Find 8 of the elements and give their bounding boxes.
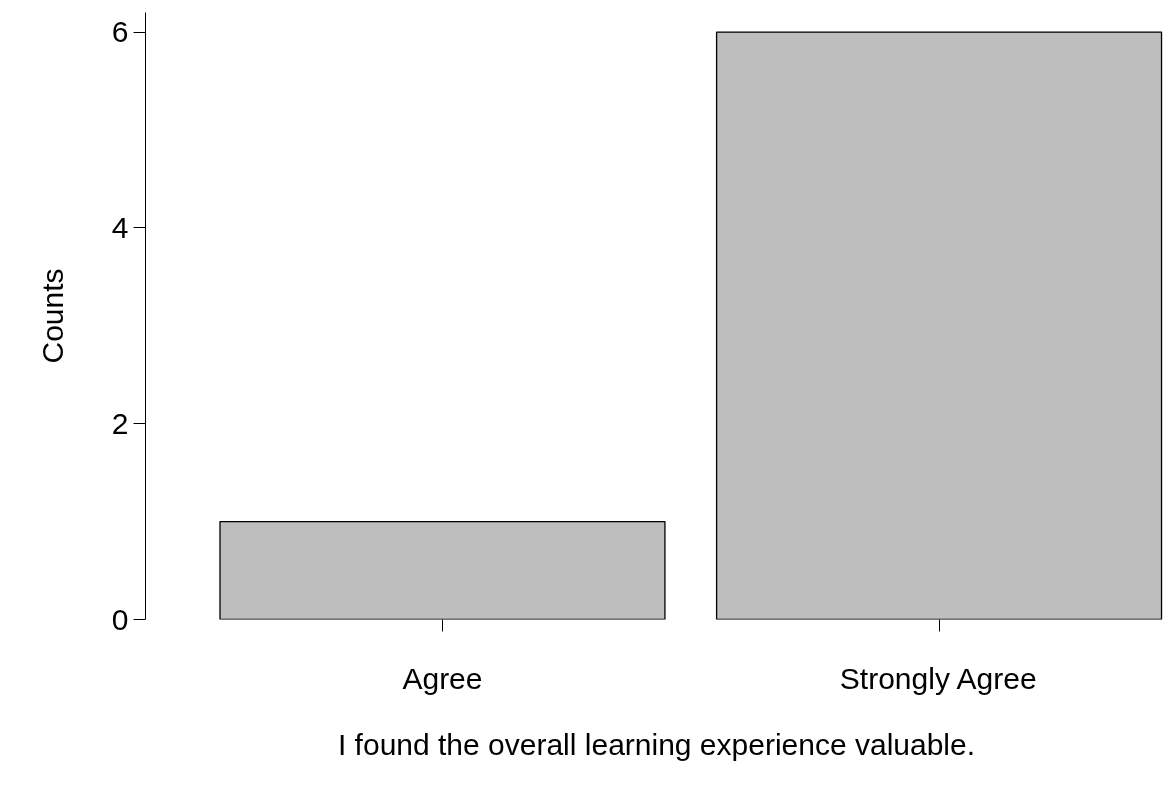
x-tick-label: Agree bbox=[402, 661, 483, 695]
y-tick-label: 2 bbox=[111, 406, 129, 440]
y-axis-title: Counts bbox=[35, 268, 69, 364]
x-axis-title: I found the overall learning experience valuable. bbox=[337, 727, 976, 761]
y-tick-label: 4 bbox=[111, 210, 129, 244]
y-tick-label: 0 bbox=[111, 602, 129, 636]
x-tick-label: Strongly Agree bbox=[839, 661, 1037, 695]
y-tick-label: 6 bbox=[111, 15, 129, 49]
